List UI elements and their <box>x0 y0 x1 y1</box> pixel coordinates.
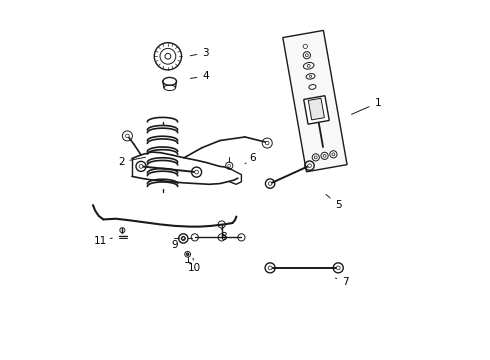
Text: 3: 3 <box>190 48 209 58</box>
Text: 6: 6 <box>245 153 255 164</box>
Circle shape <box>266 141 269 145</box>
Circle shape <box>181 237 185 240</box>
Polygon shape <box>304 96 329 124</box>
Circle shape <box>314 156 317 159</box>
Polygon shape <box>308 98 324 120</box>
Circle shape <box>310 75 312 77</box>
Polygon shape <box>283 31 347 172</box>
Text: 8: 8 <box>220 228 227 242</box>
Text: 9: 9 <box>172 239 184 249</box>
Circle shape <box>125 134 129 138</box>
Text: 2: 2 <box>118 157 146 167</box>
Circle shape <box>268 266 272 270</box>
Text: 5: 5 <box>326 194 342 210</box>
Circle shape <box>305 54 308 57</box>
Circle shape <box>303 44 307 49</box>
Text: 1: 1 <box>351 98 381 114</box>
Text: 11: 11 <box>94 236 112 246</box>
Circle shape <box>139 165 143 168</box>
Circle shape <box>187 253 189 255</box>
Circle shape <box>307 64 310 67</box>
Text: 7: 7 <box>336 277 349 287</box>
Text: 4: 4 <box>190 71 209 81</box>
Circle shape <box>195 170 198 174</box>
Circle shape <box>269 182 272 185</box>
Circle shape <box>332 153 335 156</box>
Circle shape <box>308 164 311 167</box>
Circle shape <box>323 154 326 157</box>
Circle shape <box>336 266 340 270</box>
Circle shape <box>228 164 231 167</box>
Text: 10: 10 <box>188 258 201 273</box>
